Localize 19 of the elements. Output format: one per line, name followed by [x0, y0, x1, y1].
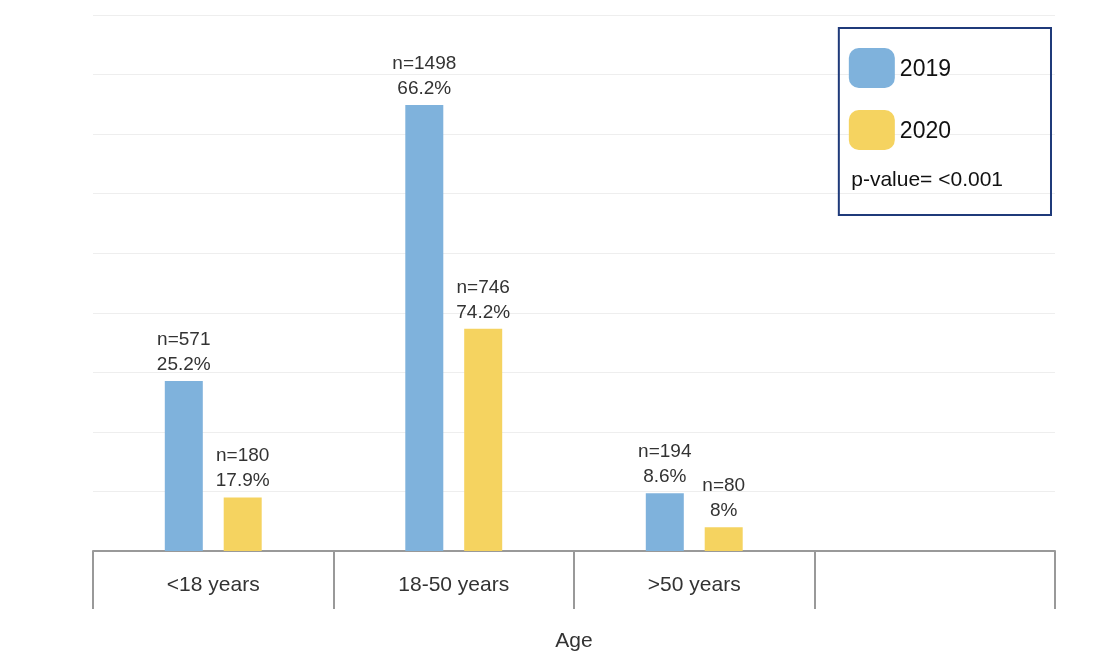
data-label: n=746 74.2% — [456, 275, 511, 322]
x-tick-label: <18 years — [166, 572, 260, 595]
x-axis-title: Age — [555, 628, 593, 651]
legend-label: 2019 — [899, 55, 952, 81]
annotation: p-value= <0.001 — [851, 167, 1004, 190]
bar — [464, 328, 503, 551]
data-label: n=180 17.9% — [215, 444, 270, 491]
bar — [645, 493, 684, 551]
x-tick-label: >50 years — [647, 572, 741, 595]
x-tick-label: 18-50 years — [398, 572, 510, 595]
bar — [164, 380, 203, 551]
data-label: n=1498 66.2% — [392, 51, 457, 98]
data-label: n=194 8.6% — [638, 440, 692, 487]
bar — [405, 104, 444, 551]
legend-label: 2020 — [899, 117, 952, 143]
data-label: n=80 8% — [702, 474, 746, 521]
bar — [223, 497, 262, 551]
data-label: n=571 25.2% — [156, 327, 211, 374]
bar — [704, 527, 743, 551]
